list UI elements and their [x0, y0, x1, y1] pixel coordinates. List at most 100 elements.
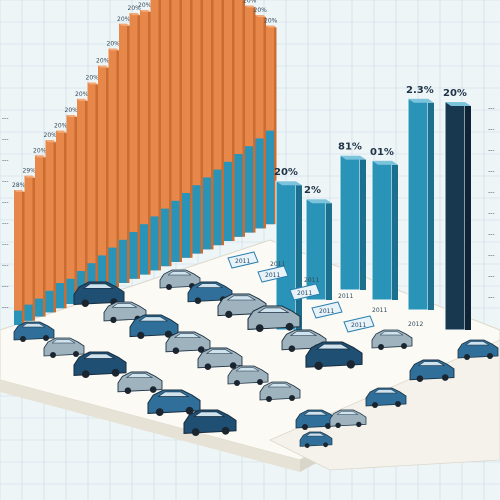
car-window — [83, 353, 116, 359]
bar-teal — [224, 161, 232, 241]
car-icon — [305, 341, 363, 370]
bar-orange — [119, 23, 127, 284]
bar-orange-side — [190, 0, 193, 258]
car-icon — [13, 321, 55, 342]
car-icon — [227, 365, 269, 386]
bar-top-label: 20% — [254, 7, 268, 14]
bar-orange-side — [74, 117, 77, 304]
bar-top-label: 20% — [117, 16, 131, 23]
car-wheel — [204, 363, 212, 370]
blue-bar-label: 81% — [338, 142, 362, 153]
bar-top-label: 20% — [54, 123, 68, 130]
bar-orange-side — [242, 0, 245, 237]
bar-orange — [224, 0, 232, 241]
car-wheel — [164, 330, 172, 338]
car-window — [157, 391, 190, 397]
y-tick-right: --- — [488, 105, 495, 112]
bar-orange — [161, 0, 169, 267]
y-tick-right: --- — [488, 189, 495, 196]
car-window — [267, 383, 292, 388]
year-card — [343, 315, 375, 333]
car-window — [336, 411, 359, 415]
bar-orange — [171, 0, 180, 262]
bar-orange — [234, 0, 243, 237]
car-window — [316, 343, 351, 350]
bar-teal — [87, 263, 96, 296]
bar-teal — [161, 208, 169, 267]
y-tick-left: --- — [2, 115, 9, 122]
bar-teal — [266, 130, 274, 225]
car-wheel — [191, 428, 200, 436]
bar-orange — [203, 0, 211, 250]
y-tick-right: --- — [488, 126, 495, 133]
bar-top-label: 20% — [96, 58, 110, 65]
bar-orange — [140, 10, 148, 275]
y-tick-left: --- — [2, 241, 9, 248]
year-card-label: 2011 — [235, 258, 250, 265]
bar-orange-top — [14, 190, 25, 192]
car-wheel — [323, 442, 328, 448]
car-icon — [159, 269, 201, 290]
car-wheel — [197, 346, 205, 353]
bar-teal — [213, 169, 222, 246]
bar-orange-side — [221, 0, 224, 246]
year-card-label: 2011 — [319, 308, 334, 315]
car-wheel — [346, 360, 355, 369]
bar-orange — [98, 65, 106, 292]
car-wheel — [124, 387, 132, 394]
floor-label: 2012 — [408, 321, 423, 328]
year-card — [289, 283, 321, 301]
year-card — [257, 265, 289, 283]
car-window — [465, 341, 490, 346]
blue-bars: 20% 2% 81% 01% 2.3% 20% — [274, 85, 471, 331]
bar-orange-side — [32, 177, 35, 321]
bar-orange — [108, 48, 117, 288]
car-icon — [371, 329, 413, 350]
bar-orange-top — [45, 140, 56, 143]
bar-top-label: 20% — [33, 147, 47, 154]
bar-orange-top — [266, 25, 277, 28]
bar-orange — [66, 115, 75, 304]
car-icon — [117, 371, 163, 394]
bar-orange-side — [137, 15, 140, 279]
blue-bar-label: 2.3% — [406, 85, 434, 96]
car-icon — [73, 351, 127, 378]
bar-orange — [87, 82, 96, 296]
car-wheel — [255, 324, 264, 332]
floor-label: 2011 — [338, 293, 353, 300]
car-wheel — [314, 361, 323, 370]
car-icon — [165, 331, 211, 354]
car-wheel — [110, 316, 117, 323]
car-window — [193, 411, 226, 417]
car-window — [111, 303, 138, 308]
car-window — [205, 349, 234, 354]
bar-teal — [98, 255, 106, 292]
car-wheel — [464, 354, 470, 360]
bar-orange — [129, 13, 138, 279]
year-card — [311, 301, 343, 319]
car-wheel — [234, 380, 240, 386]
bar-teal — [171, 200, 180, 262]
car-icon — [329, 409, 367, 428]
bar-orange-side — [179, 0, 182, 262]
bar-orange — [45, 140, 54, 313]
car-window — [173, 333, 202, 338]
car-wheel — [302, 424, 308, 430]
car-window — [51, 339, 76, 344]
floor-labels: 2011 2011 2011 2011 2012 — [270, 261, 423, 328]
car-window — [226, 295, 257, 301]
y-tick-right: --- — [488, 168, 495, 175]
y-tick-right: --- — [488, 231, 495, 238]
car-wheel — [229, 362, 237, 369]
blue-bar-label: 01% — [370, 147, 394, 158]
bar-orange — [14, 190, 22, 325]
car-wheel — [194, 297, 202, 304]
blue-bar — [444, 101, 466, 331]
bar-top-label: 20% — [65, 107, 79, 114]
car-wheel — [73, 351, 79, 357]
bar-orange — [56, 130, 64, 309]
car-wheel — [304, 443, 310, 448]
blue-bar — [407, 98, 429, 311]
bar-teal — [150, 216, 159, 271]
